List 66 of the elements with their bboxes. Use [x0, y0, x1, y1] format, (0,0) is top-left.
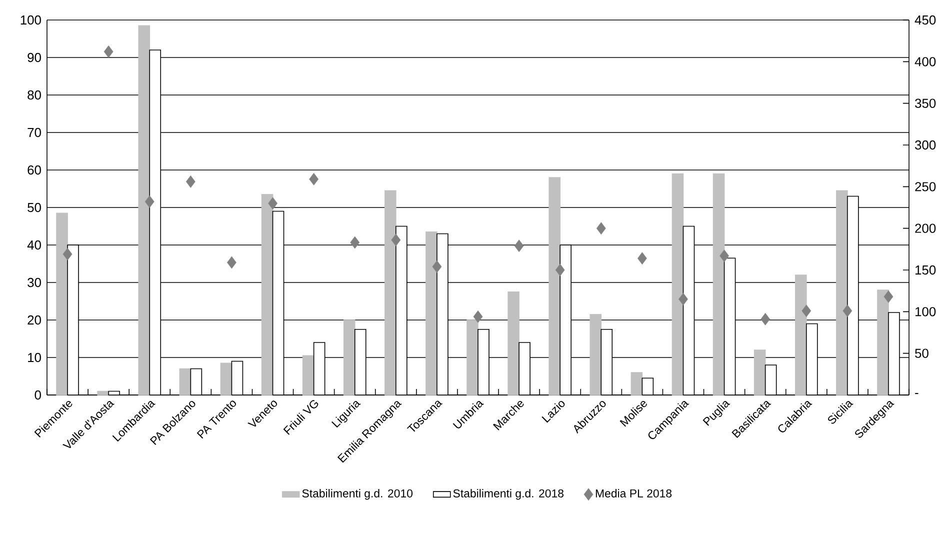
- bar: [836, 190, 848, 396]
- point: [720, 250, 729, 262]
- point: [186, 175, 196, 188]
- y2-tick-label: 200: [915, 224, 936, 233]
- y-tick-label: 20: [28, 315, 41, 325]
- point: [555, 264, 565, 276]
- y2-tick-label: 250: [915, 182, 936, 192]
- y2-tick-label: 450: [914, 15, 936, 25]
- bar: [220, 362, 232, 396]
- bar: [590, 314, 602, 396]
- bar: [466, 320, 478, 396]
- y-tick-label: 60: [28, 165, 41, 175]
- point: [638, 252, 647, 265]
- bar: [179, 368, 192, 396]
- bar: [672, 173, 684, 396]
- y2-tick-label: 350: [915, 98, 936, 108]
- point: [104, 45, 114, 58]
- y2-tick-label: -: [915, 393, 918, 394]
- point: [227, 256, 236, 269]
- point: [268, 197, 278, 210]
- y2-tick-label: 150: [916, 265, 936, 275]
- bar: [302, 355, 314, 396]
- point: [309, 172, 319, 186]
- bar: [712, 173, 725, 396]
- bar: [630, 372, 643, 396]
- point: [514, 240, 524, 252]
- y-tick-label: 100: [20, 15, 41, 25]
- y-tick-label: 0: [34, 390, 41, 400]
- point: [432, 260, 442, 273]
- legend-label: Media PL 2018: [596, 489, 672, 498]
- bar: [548, 177, 560, 396]
- y2-tick-label: 400: [914, 57, 936, 66]
- bar: [343, 320, 356, 396]
- bar: [794, 274, 807, 396]
- legend-label: Stabilimenti g.d. 2018: [453, 489, 564, 500]
- y-tick-label: 90: [28, 52, 41, 62]
- legend-label: Stabilimenti g.d. 2010: [302, 489, 413, 500]
- point: [596, 222, 606, 235]
- point: [391, 234, 401, 246]
- bar: [97, 390, 109, 396]
- bar: [426, 231, 438, 396]
- bar: [138, 25, 150, 396]
- y-tick-label: 70: [28, 128, 41, 138]
- point: [842, 304, 852, 318]
- point: [760, 312, 770, 326]
- point: [884, 290, 894, 303]
- bar: [508, 291, 520, 396]
- point: [802, 304, 812, 318]
- y-tick-label: 40: [27, 240, 41, 250]
- y-tick-label: 80: [28, 90, 41, 100]
- y2-tick-label: 50: [915, 348, 928, 358]
- point: [473, 310, 483, 323]
- bar: [877, 290, 889, 396]
- bar: [384, 190, 396, 396]
- y-tick-label: 30: [28, 278, 41, 288]
- y-tick-label: 50: [28, 202, 41, 212]
- y2-tick-label: 100: [916, 307, 936, 316]
- point: [350, 236, 360, 249]
- bar: [754, 350, 766, 396]
- point: [144, 195, 154, 208]
- point: [678, 292, 688, 306]
- bar: [56, 212, 68, 396]
- y2-tick-label: 300: [915, 140, 936, 150]
- point: [62, 248, 72, 260]
- y-tick-label: 10: [28, 352, 41, 362]
- bar: [261, 194, 274, 396]
